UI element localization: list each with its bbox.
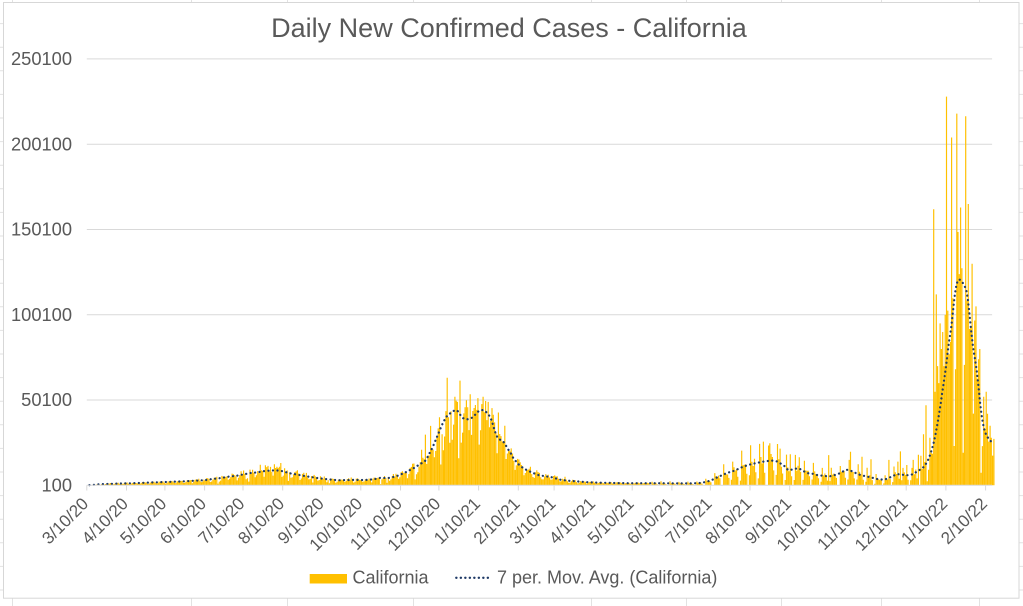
svg-text:250100: 250100: [11, 48, 72, 69]
svg-text:California: California: [353, 567, 430, 587]
svg-text:50100: 50100: [21, 389, 72, 410]
svg-text:200100: 200100: [11, 133, 72, 154]
svg-text:7 per. Mov. Avg. (California): 7 per. Mov. Avg. (California): [497, 567, 717, 587]
svg-text:Daily New Confirmed Cases - Ca: Daily New Confirmed Cases - California: [271, 13, 748, 43]
svg-text:100: 100: [41, 474, 72, 495]
svg-text:150100: 150100: [11, 219, 72, 240]
svg-text:100100: 100100: [11, 304, 72, 325]
